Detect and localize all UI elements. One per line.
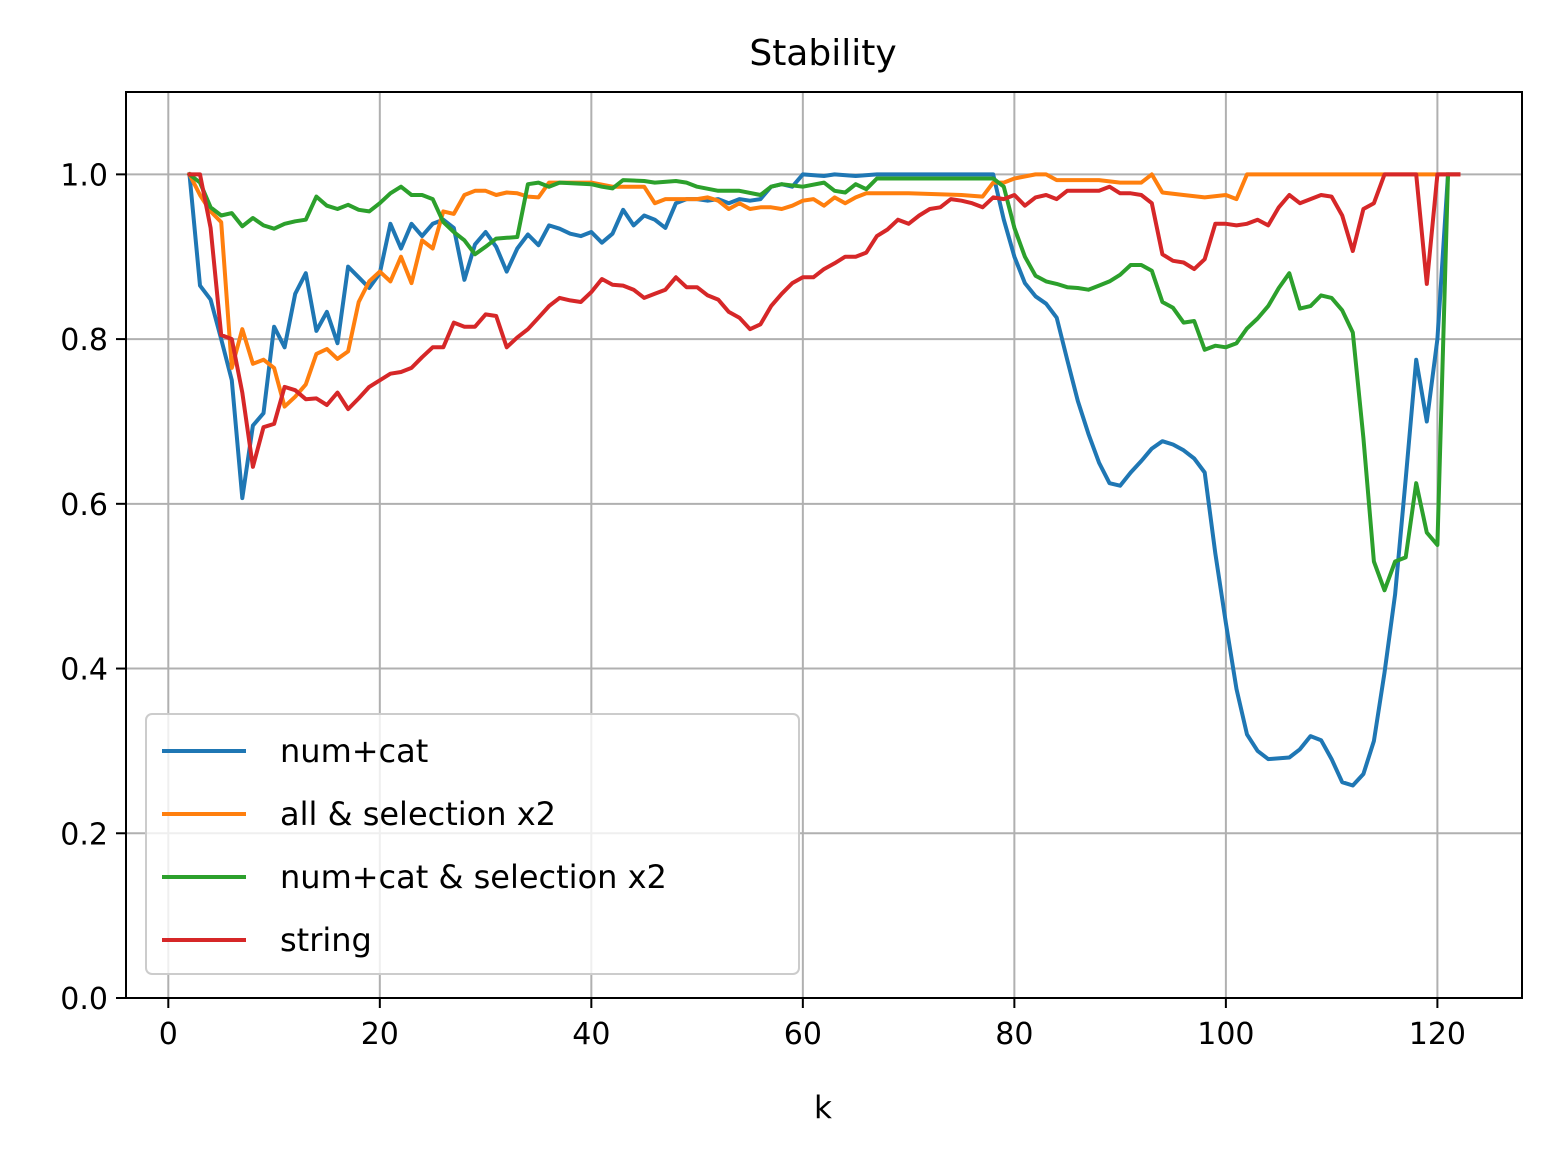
y-tick-label: 1.0 [60, 158, 108, 193]
series-line-0 [187, 172, 1461, 788]
y-tick-label: 0.4 [60, 653, 108, 688]
x-tick-label: 20 [361, 1017, 399, 1052]
x-tick-label: 0 [159, 1017, 178, 1052]
legend-frame [145, 713, 800, 975]
legend-label-1: all & selection x2 [280, 795, 556, 833]
series-line-2 [186, 171, 1451, 593]
x-tick-label: 40 [572, 1017, 610, 1052]
y-tick-label: 0.6 [60, 488, 108, 523]
legend-label-2: num+cat & selection x2 [280, 858, 667, 896]
legend: num+cat all & selection x2 num+cat & selec… [145, 713, 800, 975]
series-line-3 [187, 172, 1461, 469]
legend-label-3: string [280, 921, 372, 959]
x-tick-label: 80 [995, 1017, 1033, 1052]
legend-entries: num+cat all & selection x2 num+cat & selec… [162, 732, 667, 959]
plot-area-frame [125, 91, 1523, 999]
y-tick-label: 0.8 [60, 323, 108, 358]
axis-ticks: 0 20 40 60 80 100 120 0.0 0.2 0.4 0.6 0.8 1.0 [60, 158, 1466, 1052]
x-tick-label: 120 [1409, 1017, 1466, 1052]
chart-title: Stability [749, 33, 896, 74]
series-line-1 [186, 171, 1461, 409]
x-tick-label: 60 [784, 1017, 822, 1052]
x-tick-label: 100 [1197, 1017, 1254, 1052]
y-tick-label: 0.0 [60, 982, 108, 1017]
x-axis-label: k [814, 1090, 832, 1126]
legend-label-0: num+cat [280, 732, 428, 770]
series-lines [186, 171, 1461, 788]
y-tick-label: 0.2 [60, 817, 108, 852]
